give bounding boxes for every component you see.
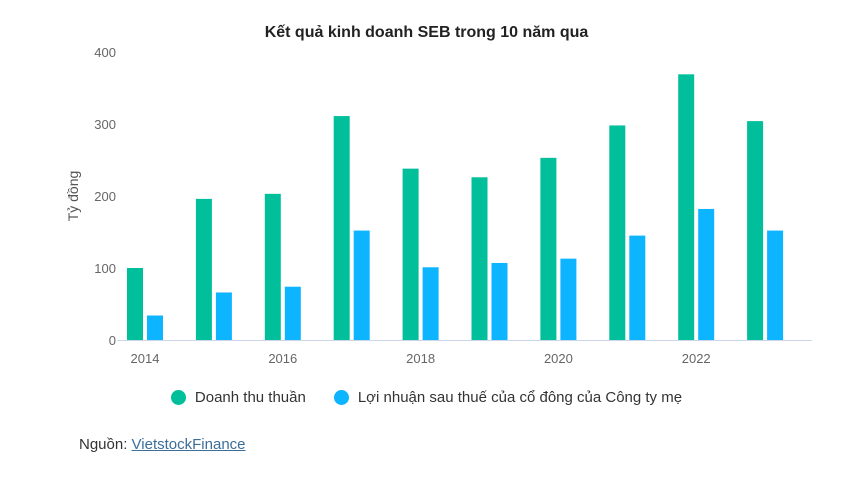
bar-2017-series-1: [353, 230, 370, 340]
source-label: Nguồn:: [79, 436, 128, 453]
legend-item-revenue[interactable]: Doanh thu thuần: [170, 389, 306, 406]
bar-2021-series-0: [609, 125, 626, 340]
bar-2023-series-1: [767, 230, 784, 340]
bar-2021-series-1: [629, 235, 646, 340]
y-tick-label: 100: [94, 261, 116, 276]
bar-2014-series-1: [147, 315, 163, 340]
x-tick-label: 2018: [406, 351, 435, 366]
bar-2022-series-0: [678, 74, 695, 340]
bar-2014-series-0: [127, 268, 143, 340]
legend-item-profit[interactable]: Lợi nhuận sau thuế của cổ đông của Công …: [333, 389, 683, 406]
bar-2018-series-0: [402, 168, 419, 340]
bar-2016-series-1: [284, 286, 301, 340]
legend-swatch: [170, 390, 186, 405]
bar-2019-series-0: [471, 177, 488, 340]
legend-label: Doanh thu thuần: [194, 389, 306, 406]
bar-2015-series-0: [195, 198, 212, 340]
x-tick-label: 2022: [682, 351, 711, 366]
x-tick-label: 2020: [544, 351, 573, 366]
y-axis-label: Tỷ đồng: [65, 171, 81, 222]
bar-2020-series-0: [540, 157, 557, 340]
source-link[interactable]: VietstockFinance: [131, 436, 246, 453]
bar-chart: 0 100 200 300 400 Tỷ đồng 2014 2016 2018 2020 2022: [65, 45, 812, 366]
bar-2022-series-1: [698, 208, 715, 340]
legend-swatch: [333, 390, 349, 405]
bar-2016-series-0: [264, 193, 281, 340]
bar-2023-series-0: [747, 121, 764, 341]
bar-2020-series-1: [560, 258, 577, 340]
bar-2017-series-0: [333, 116, 350, 340]
chart-title: Kết quả kinh doanh SEB trong 10 năm qua: [264, 24, 589, 41]
bar-2019-series-1: [491, 262, 508, 340]
source-note: Nguồn: VietstockFinance: [79, 436, 246, 453]
y-tick-label: 200: [94, 189, 116, 204]
bar-2015-series-1: [215, 292, 232, 340]
y-tick-label: 400: [94, 45, 116, 60]
x-tick-label: 2016: [268, 351, 297, 366]
bar-2018-series-1: [422, 267, 439, 340]
legend-label: Lợi nhuận sau thuế của cổ đông của Công …: [357, 389, 683, 406]
x-tick-label: 2014: [131, 351, 160, 366]
y-tick-label: 0: [109, 333, 116, 348]
legend: Doanh thu thuần Lợi nhuận sau thuế của c…: [0, 389, 853, 406]
y-tick-label: 300: [94, 117, 116, 132]
